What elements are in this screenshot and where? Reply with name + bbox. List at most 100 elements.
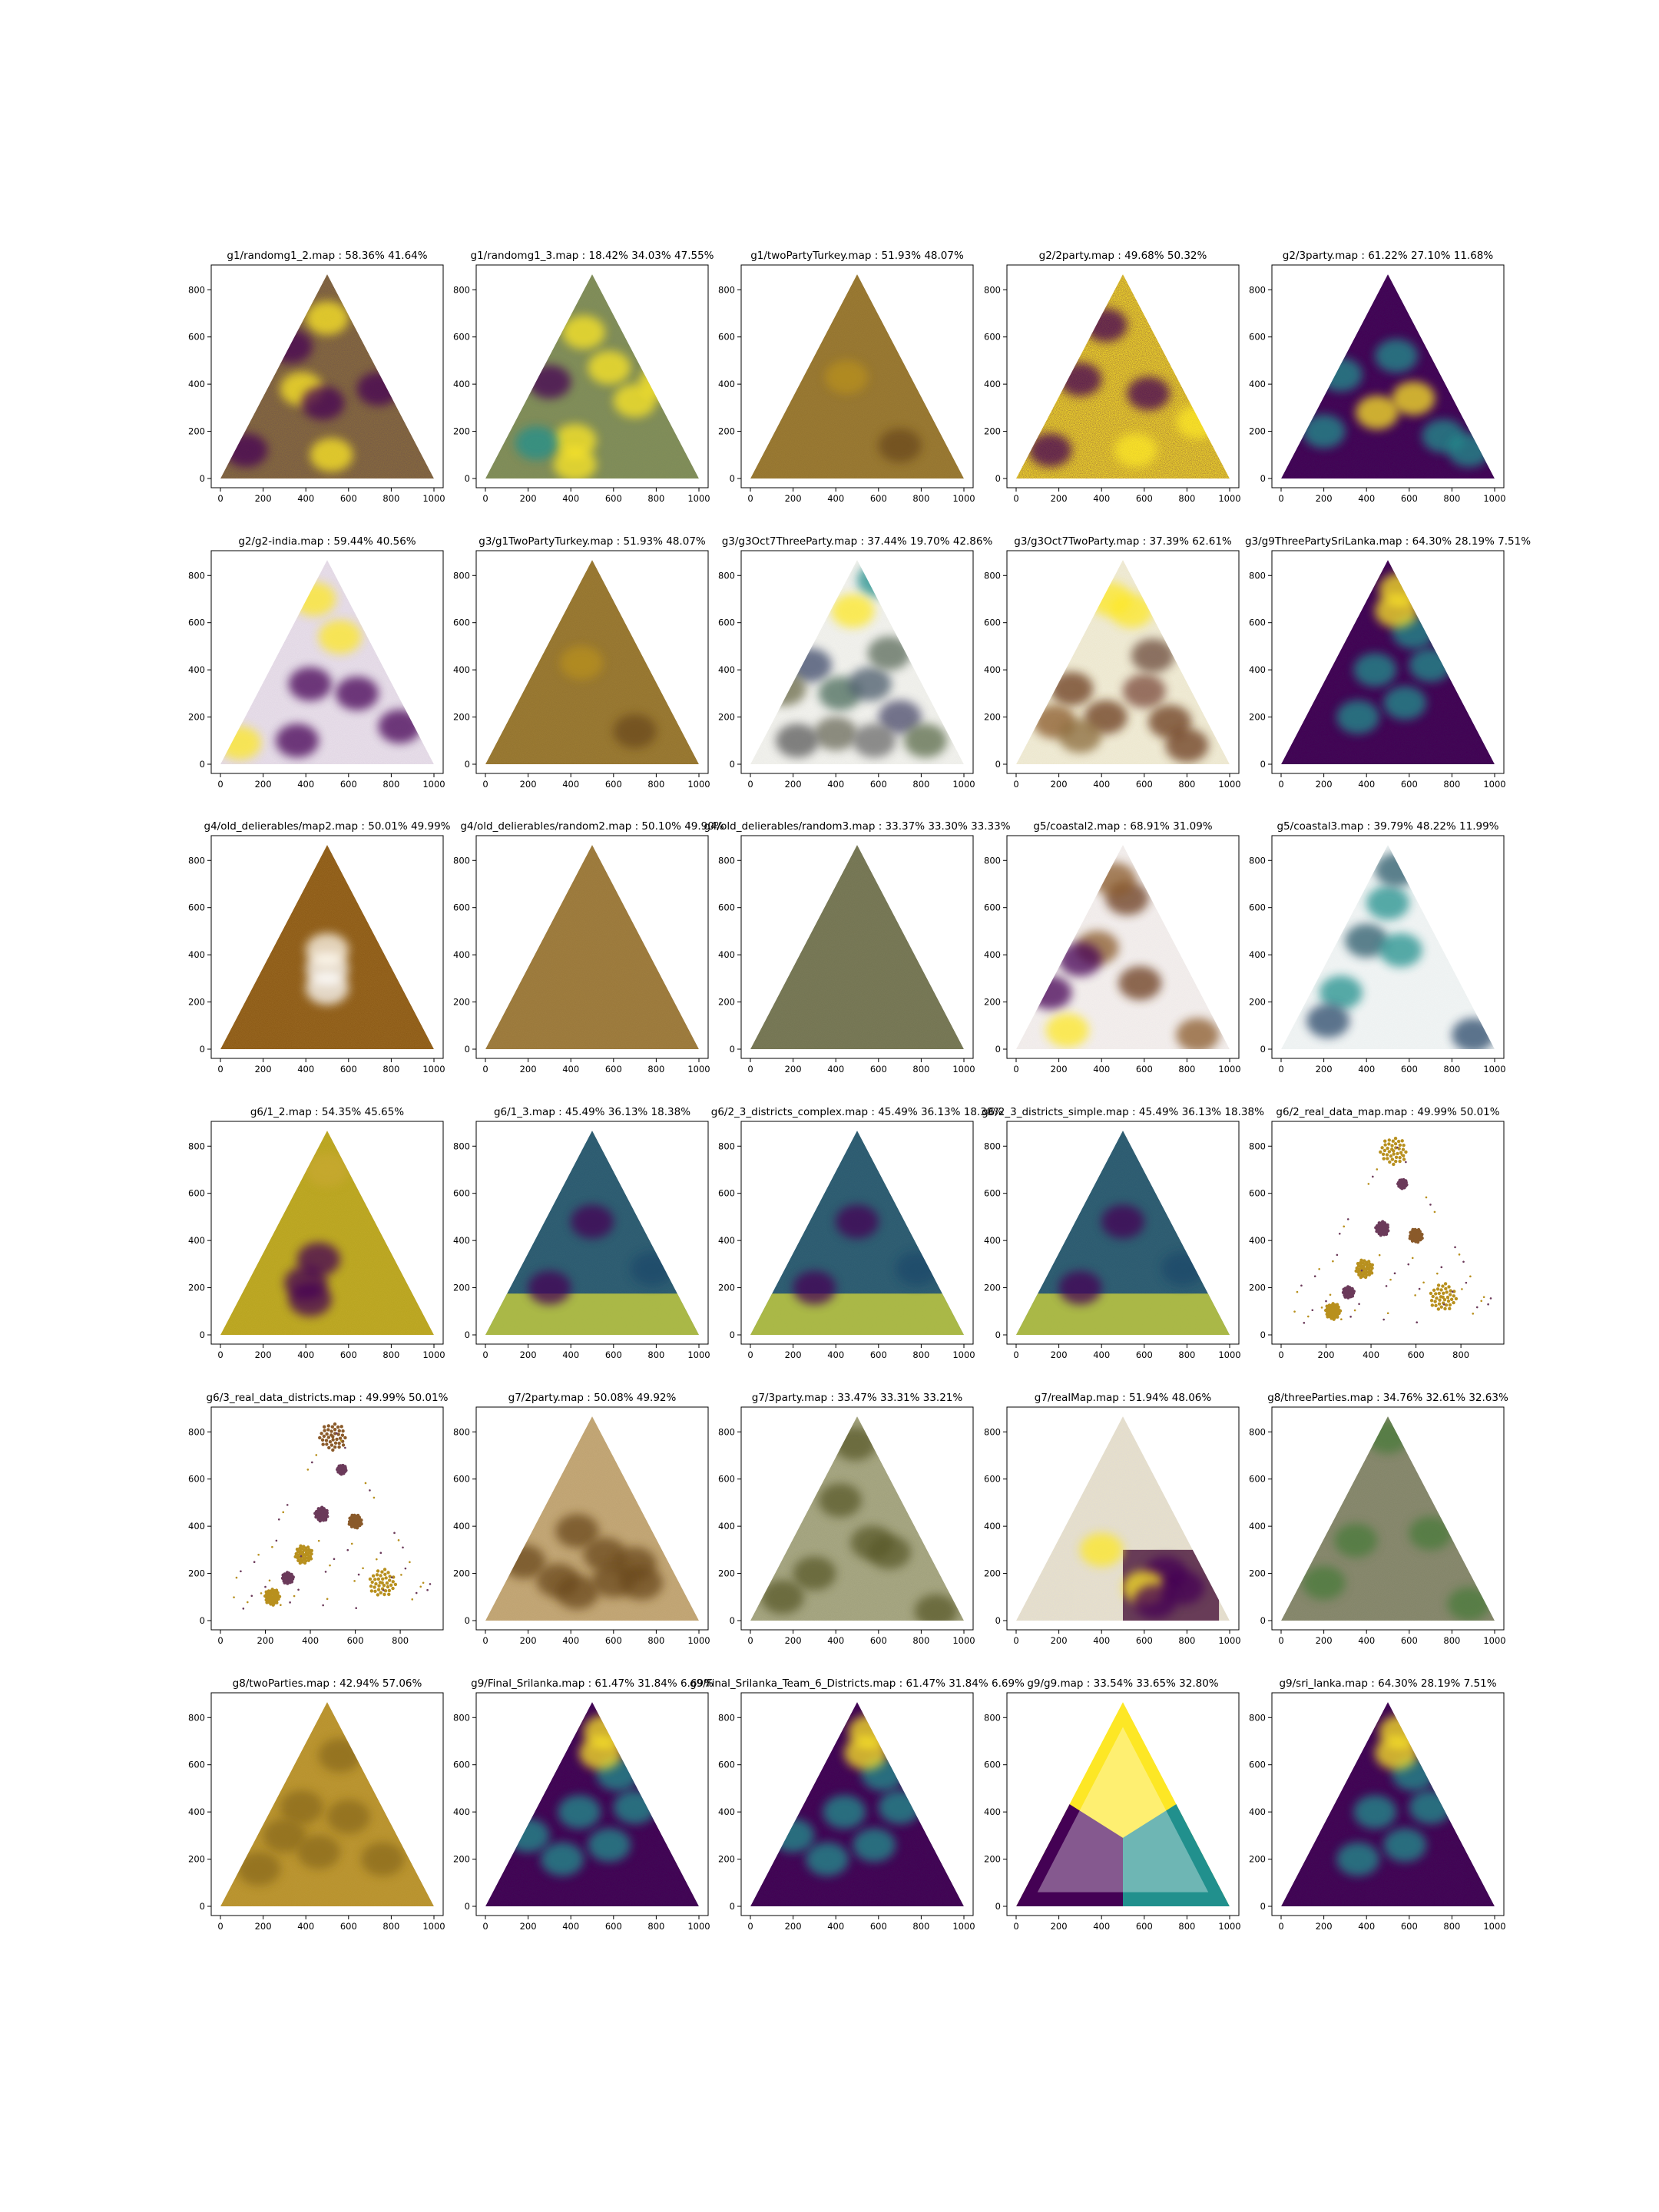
y-tick-label: 800: [188, 1712, 205, 1723]
y-tick-label: 200: [188, 1283, 205, 1293]
data-point: [402, 1546, 404, 1549]
x-tick-label: 1000: [952, 779, 975, 790]
data-point: [1469, 1275, 1472, 1278]
data-point: [283, 1581, 286, 1584]
y-tick-label: 200: [188, 1854, 205, 1865]
data-point: [382, 1568, 387, 1571]
cluster-blob: [760, 1580, 804, 1614]
x-tick-label: 200: [785, 779, 802, 790]
data-point: [331, 1438, 335, 1442]
x-tick-label: 1000: [422, 493, 445, 504]
y-tick-label: 400: [453, 1806, 470, 1817]
cluster-blob: [588, 350, 631, 385]
data-point: [310, 1548, 313, 1553]
x-tick-label: 200: [1051, 1064, 1068, 1075]
panel-25: g8/twoParties.map : 42.94% 57.06% 0 200 400…: [188, 1677, 445, 1932]
panel-title: g8/twoParties.map : 42.94% 57.06%: [233, 1677, 422, 1690]
data-point: [330, 1425, 334, 1429]
y-tick-label: 600: [984, 332, 1001, 343]
x-tick-label: 800: [647, 1635, 664, 1646]
data-point: [1405, 1161, 1407, 1164]
y-tick-label: 600: [1249, 1760, 1266, 1770]
data-point: [289, 1601, 291, 1604]
data-point: [318, 1518, 322, 1523]
y-tick-label: 400: [188, 379, 205, 389]
panel-23: g7/realMap.map : 51.94% 48.06% 0 200 400 600…: [984, 1392, 1241, 1646]
data-point: [357, 1573, 360, 1576]
panel-title: g4/old_delierables/random3.map : 33.37% …: [704, 820, 1010, 833]
data-point: [1416, 1321, 1419, 1324]
data-point: [382, 1592, 386, 1597]
data-point: [1445, 1290, 1449, 1294]
data-point: [275, 1601, 279, 1604]
x-tick-label: 400: [1093, 1349, 1110, 1360]
data-point: [233, 1596, 235, 1598]
data-point: [294, 1551, 298, 1556]
cluster-blob: [1383, 686, 1427, 720]
x-tick-label: 0: [747, 779, 753, 790]
axes-frame: [1271, 550, 1505, 774]
panel-22: g7/3party.map : 33.47% 33.31% 33.21% 0 200…: [718, 1392, 975, 1646]
data-point: [329, 1433, 333, 1437]
panel-title: g8/threeParties.map : 34.76% 32.61% 32.6…: [1267, 1392, 1508, 1404]
y-tick-label: 200: [1249, 1283, 1266, 1293]
cluster-blob: [306, 971, 349, 1005]
x-tick-label: 800: [1178, 779, 1195, 790]
data-point: [1472, 1313, 1475, 1315]
data-point: [379, 1591, 382, 1594]
data-point: [384, 1576, 388, 1580]
data-point: [1465, 1281, 1468, 1284]
panel-title: g6/1_3.map : 45.49% 36.13% 18.38%: [494, 1106, 690, 1118]
y-tick-label: 600: [453, 1474, 470, 1485]
y-tick-label: 400: [984, 379, 1001, 389]
cluster-blob: [306, 1152, 349, 1187]
y-tick-label: 400: [1249, 379, 1266, 389]
x-tick-label: 600: [1401, 1064, 1418, 1075]
data-point: [343, 1435, 347, 1440]
data-point: [1296, 1290, 1299, 1293]
data-point: [326, 1424, 330, 1428]
data-point: [1389, 1154, 1393, 1158]
cluster-blob: [1375, 339, 1419, 373]
data-point: [362, 1567, 364, 1570]
data-point: [415, 1591, 418, 1594]
data-point: [1335, 1303, 1339, 1306]
x-tick-label: 600: [870, 1921, 887, 1932]
data-point: [1446, 1299, 1451, 1303]
data-point: [397, 1539, 400, 1541]
cluster-blob: [903, 724, 947, 758]
data-point: [1375, 1229, 1379, 1233]
y-tick-label: 800: [453, 1426, 470, 1437]
cluster-blob: [1302, 414, 1346, 449]
data-point: [1325, 1300, 1327, 1303]
data-point: [322, 1434, 326, 1439]
cluster-blob: [1114, 433, 1157, 468]
cluster-blob: [836, 1204, 879, 1239]
data-point: [1386, 1157, 1389, 1161]
panel-27: g9/Final_Srilanka_Team_6_Districts.map :…: [690, 1677, 1025, 1932]
x-tick-label: 800: [647, 779, 664, 790]
data-point: [337, 1429, 342, 1433]
data-point: [280, 1576, 285, 1581]
data-point: [276, 1591, 280, 1594]
x-tick-label: 400: [297, 779, 314, 790]
x-tick-label: 200: [785, 1635, 802, 1646]
data-point: [376, 1558, 378, 1561]
data-point: [1363, 1275, 1368, 1280]
data-point: [1452, 1300, 1455, 1305]
x-tick-label: 800: [1178, 493, 1195, 504]
y-tick-label: 0: [465, 473, 470, 484]
y-tick-label: 200: [453, 1568, 470, 1579]
y-tick-label: 0: [1260, 1615, 1266, 1626]
data-point: [343, 1465, 347, 1469]
data-point: [1338, 1309, 1343, 1313]
cluster-blob: [1092, 862, 1136, 896]
axes-frame: [475, 1692, 709, 1916]
y-tick-label: 800: [718, 855, 735, 866]
data-point: [376, 1569, 380, 1573]
y-tick-label: 0: [730, 1044, 735, 1055]
cluster-blob: [1101, 1204, 1144, 1239]
x-tick-label: 800: [392, 1635, 409, 1646]
cluster-blob: [1375, 853, 1419, 887]
data-point: [379, 1574, 382, 1578]
